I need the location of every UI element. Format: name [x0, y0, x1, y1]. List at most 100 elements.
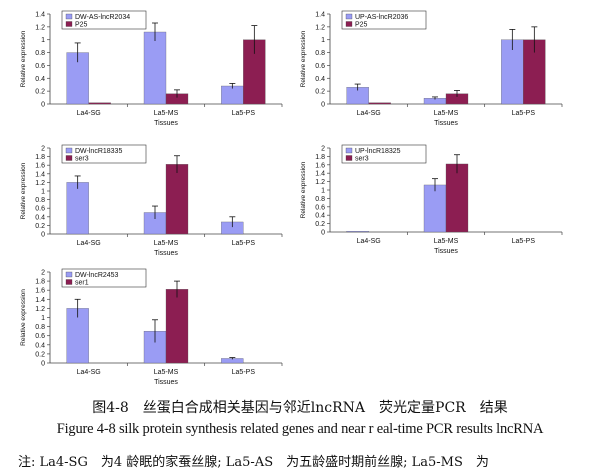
y-tick-label: 0.2: [35, 351, 45, 358]
legend-box: [341, 10, 427, 30]
x-tick-label: La4-SG: [77, 240, 101, 247]
bar: [66, 182, 89, 235]
y-tick-label: 0: [321, 102, 325, 109]
y-tick-label: 0.6: [35, 206, 45, 213]
y-tick-label: 1.2: [315, 179, 325, 186]
legend-swatch: [65, 279, 73, 285]
figure-caption-cn: 图4-8 丝蛋白合成相关基因与邻近lncRNA 荧光定量PCR 结果: [92, 400, 508, 416]
y-tick-label: 2: [321, 146, 325, 153]
y-tick-label: 0.4: [315, 213, 325, 220]
y-axis-title: Relative expression: [20, 289, 27, 346]
chart-panel-4: 0 0.20.4 0.60.81 1.21.4 1.61.82 Relative expr…: [300, 144, 563, 255]
bar: [221, 85, 244, 105]
y-tick-label: 0.4: [35, 342, 45, 349]
x-axis-title: Tissues: [434, 120, 458, 127]
y-tick-label: 1.6: [35, 163, 45, 170]
bar: [423, 184, 447, 233]
figure-area: 0 0.2 0.4 0.6 0.8 1 1.2 1.4 Relative expression L…: [20, 10, 563, 386]
x-tick-label: La5-PS: [512, 238, 536, 245]
legend-swatch: [65, 147, 73, 154]
y-axis-title: Relative expression: [20, 162, 27, 219]
legend-label: ser3: [75, 156, 89, 163]
y-tick-label: 1.4: [315, 12, 325, 19]
figure-note: 注: La4-SG 为4 龄眠的家蚕丝腺; La5-AS 为五龄盛时期前丝腺; …: [18, 455, 489, 470]
x-tick-label: La5-MS: [154, 240, 179, 247]
legend-label: P25: [75, 22, 88, 29]
y-tick-label: 0.6: [35, 333, 45, 340]
y-tick-label: 1.8: [315, 154, 325, 161]
y-tick-label: 0: [41, 232, 45, 239]
y-tick-label: 0: [41, 102, 45, 109]
bar: [143, 31, 167, 105]
bar: [165, 164, 189, 235]
x-tick-label: La5-MS: [434, 238, 459, 245]
y-axis-title: Relative expression: [20, 30, 27, 87]
y-tick-label: 0.8: [35, 324, 45, 331]
y-tick-label: 1: [41, 189, 45, 196]
y-tick-label: 0.2: [35, 223, 45, 230]
legend-label: ser1: [75, 280, 89, 287]
x-tick-label: La5-PS: [512, 110, 536, 117]
y-tick-label: 0.2: [315, 89, 325, 96]
y-tick-label: 1.4: [315, 171, 325, 178]
y-tick-label: 0.6: [315, 204, 325, 211]
y-tick-label: 0.4: [315, 76, 325, 83]
y-tick-label: 1.4: [35, 12, 45, 19]
x-tick-label: La4-SG: [357, 110, 381, 117]
legend-label: DW-lncR18335: [75, 148, 122, 155]
y-axis-title: Relative expression: [300, 161, 307, 218]
y-tick-label: 0.4: [35, 214, 45, 221]
legend-swatch: [65, 271, 73, 278]
y-tick-label: 1.2: [35, 306, 45, 313]
legend-label: UP-AS-lncR2036: [355, 14, 408, 21]
x-tick-label: La4-SG: [77, 110, 101, 117]
y-tick-label: 0.2: [35, 89, 45, 96]
y-tick-label: 0.8: [35, 50, 45, 57]
y-tick-label: 0.2: [315, 221, 325, 228]
legend-label: ser3: [355, 156, 369, 163]
y-tick-label: 1.8: [35, 279, 45, 286]
legend-swatch: [345, 147, 353, 154]
legend-box: [61, 144, 147, 164]
y-tick-label: 0.8: [315, 50, 325, 57]
legend-swatch: [345, 155, 353, 161]
x-tick-label: La4-SG: [77, 369, 101, 376]
legend-swatch: [65, 21, 73, 27]
y-tick-label: 1.6: [35, 288, 45, 295]
bar: [88, 102, 111, 105]
y-tick-label: 1.2: [35, 24, 45, 31]
y-tick-label: 0.8: [315, 196, 325, 203]
y-tick-label: 0.4: [35, 76, 45, 83]
legend-swatch: [65, 13, 73, 20]
y-tick-label: 1.4: [35, 171, 45, 178]
legend-label: UP-lncR18325: [355, 148, 401, 155]
chart-panel-2: 0 0.2 0.4 0.6 0.8 1 1.2 1.4 Relative expression L…: [300, 10, 563, 127]
legend-label: DW-lncR2453: [75, 272, 119, 279]
legend-box: [61, 268, 147, 288]
y-tick-label: 1.2: [35, 180, 45, 187]
legend-box: [341, 144, 427, 164]
y-tick-label: 1.2: [315, 24, 325, 31]
x-tick-label: La4-SG: [357, 238, 381, 245]
y-tick-label: 0: [41, 361, 45, 368]
y-tick-label: 1: [321, 37, 325, 44]
x-axis-title: Tissues: [154, 120, 178, 127]
y-tick-label: 1.6: [315, 162, 325, 169]
legend-swatch: [345, 21, 353, 27]
x-tick-label: La5-MS: [434, 110, 459, 117]
legend-label: P25: [355, 22, 368, 29]
legend-box: [61, 10, 147, 30]
x-tick-label: La5-MS: [154, 110, 179, 117]
bar: [445, 163, 469, 233]
x-tick-label: La5-PS: [232, 240, 256, 247]
x-axis-title: Tissues: [434, 248, 458, 255]
x-axis-title: Tissues: [154, 379, 178, 386]
y-tick-label: 1.4: [35, 297, 45, 304]
legend-label: DW-AS-lncR2034: [75, 14, 130, 21]
y-tick-label: 1.8: [35, 154, 45, 161]
y-tick-label: 0.6: [315, 63, 325, 70]
chart-panel-5: 0 0.2 0.4 0.6 0.8 1 1.2 1.4 1.6 1.8 2 Relative expr…: [20, 268, 283, 386]
y-tick-label: 0.6: [35, 63, 45, 70]
y-tick-label: 2: [41, 270, 45, 277]
